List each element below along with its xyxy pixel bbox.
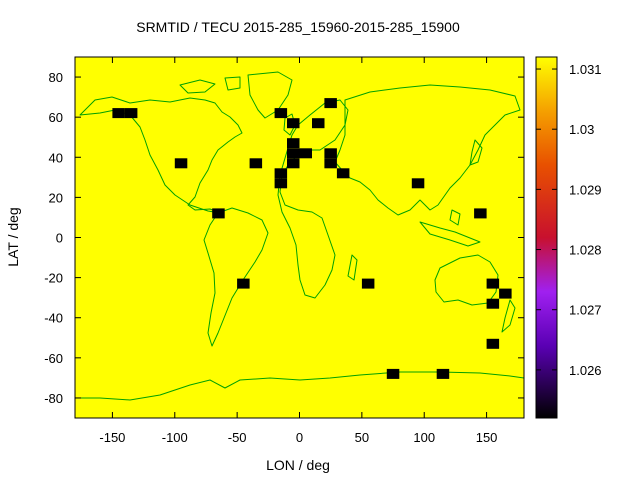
heatmap-cell — [324, 98, 337, 109]
colorbar-tick-label: 1.031 — [569, 62, 602, 77]
heatmap-cell — [287, 158, 300, 169]
colorbar-tick-label: 1.027 — [569, 303, 602, 318]
coastline-se-asia — [419, 209, 481, 247]
colorbar-tick-label: 1.026 — [569, 363, 602, 378]
heatmap-cell — [386, 368, 400, 379]
y-axis-title: LAT / deg — [5, 207, 21, 266]
heatmap-cell — [499, 288, 512, 299]
colorbar-tick-label: 1.028 — [569, 243, 602, 258]
coastline-south-america — [203, 207, 269, 347]
colorbar-ticks: 1.026 1.027 1.028 1.029 1.03 1.031 — [536, 62, 602, 378]
y-tick-label: 80 — [49, 70, 63, 85]
x-axis: -150 -100 -50 0 50 100 150 — [99, 57, 497, 445]
coastline-north-america — [79, 96, 243, 214]
heatmap-cell — [124, 108, 138, 119]
heatmap-cell — [411, 178, 425, 189]
y-tick-label: -40 — [44, 311, 63, 326]
heatmap-cell — [274, 168, 288, 179]
coastline-madagascar — [347, 254, 358, 281]
heatmap-cell — [274, 178, 288, 189]
heatmap-cell — [474, 208, 487, 219]
heatmap-cell — [361, 278, 375, 289]
y-tick-label: 60 — [49, 110, 63, 125]
heatmap-cell — [212, 208, 225, 219]
heatmap-cell — [174, 158, 188, 169]
y-tick-label: 0 — [56, 231, 63, 246]
x-tick-label: 0 — [296, 430, 303, 445]
y-axis: 80 60 40 20 0 -20 -40 -60 -80 — [44, 70, 524, 406]
y-tick-label: -20 — [44, 271, 63, 286]
colorbar-tick-label: 1.029 — [569, 182, 602, 197]
y-tick-label: 40 — [49, 150, 63, 165]
heatmap-cell — [486, 338, 500, 349]
coastline-europe-africa — [277, 99, 349, 299]
x-tick-label: 100 — [413, 430, 435, 445]
heatmap-cell — [436, 368, 450, 379]
heatmap-cell — [112, 108, 125, 119]
heatmap-cells — [112, 98, 512, 379]
heatmap-cell — [299, 148, 312, 159]
heatmap-cell — [312, 118, 325, 129]
heatmap-cell — [336, 168, 350, 179]
heatmap-cell — [486, 278, 500, 289]
coastline-new-zealand — [501, 299, 516, 333]
y-tick-label: -80 — [44, 391, 63, 406]
x-axis-title: LON / deg — [266, 457, 330, 473]
coastline-antarctica — [75, 371, 524, 401]
colorbar-tick-label: 1.03 — [569, 122, 594, 137]
chart-title: SRMTID / TECU 2015-285_15960-2015-285_15… — [136, 19, 460, 35]
y-tick-label: 20 — [49, 190, 63, 205]
heatmap-cell — [249, 158, 263, 169]
colorbar — [535, 56, 558, 419]
heatmap-cell — [486, 298, 500, 309]
heatmap-cell — [287, 118, 300, 129]
x-tick-label: -100 — [162, 430, 188, 445]
heatmap-cell — [324, 148, 337, 159]
heatmap-cell — [274, 108, 288, 119]
x-tick-label: 50 — [355, 430, 369, 445]
x-tick-label: 150 — [476, 430, 498, 445]
x-tick-label: -50 — [228, 430, 247, 445]
heatmap-cell — [324, 158, 337, 169]
heatmap-cell — [287, 148, 300, 159]
coastline-arctic-islands — [179, 76, 241, 94]
y-tick-label: -60 — [44, 351, 63, 366]
x-tick-label: -150 — [99, 430, 125, 445]
heatmap-cell — [287, 138, 300, 149]
coastline-japan — [469, 139, 483, 166]
coastline-uk — [283, 113, 296, 136]
heatmap-cell — [237, 278, 250, 289]
heatmap-background — [75, 57, 524, 418]
